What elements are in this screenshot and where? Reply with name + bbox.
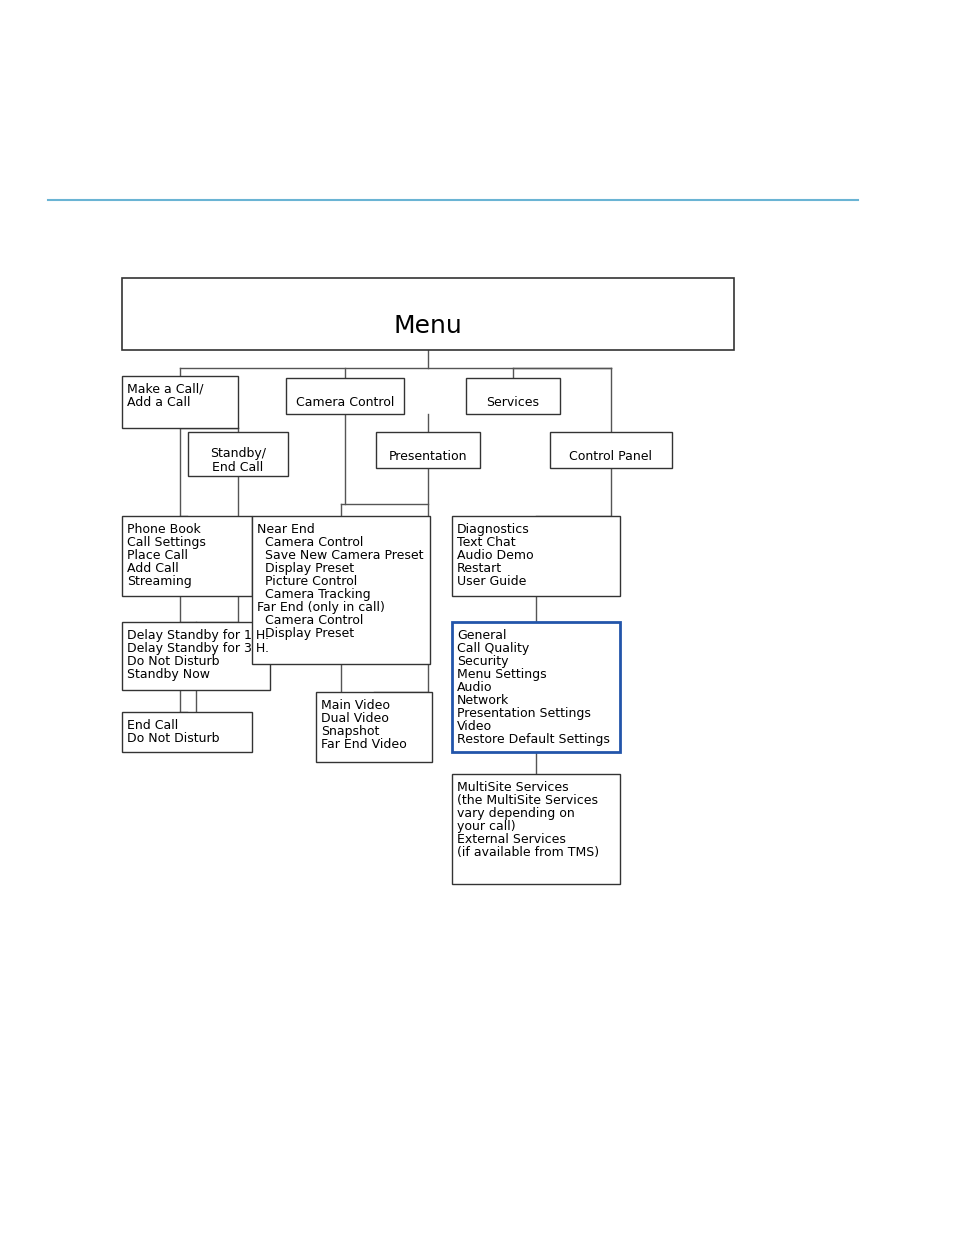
Text: Camera Control: Camera Control xyxy=(295,396,394,409)
Text: Standby/: Standby/ xyxy=(210,447,266,461)
Text: Save New Camera Preset: Save New Camera Preset xyxy=(256,550,423,562)
Text: Menu: Menu xyxy=(394,314,462,338)
Text: Network: Network xyxy=(456,694,509,708)
Text: Text Chat: Text Chat xyxy=(456,536,515,550)
Text: Call Settings: Call Settings xyxy=(127,536,206,550)
Text: Do Not Disturb: Do Not Disturb xyxy=(127,655,219,668)
Text: Standby Now: Standby Now xyxy=(127,668,210,682)
Text: (if available from TMS): (if available from TMS) xyxy=(456,846,598,860)
Text: Services: Services xyxy=(486,396,539,409)
Text: Display Preset: Display Preset xyxy=(256,562,354,576)
Bar xyxy=(188,432,288,475)
Text: External Services: External Services xyxy=(456,834,565,846)
Bar xyxy=(122,278,733,350)
Bar xyxy=(122,375,237,429)
Text: Dual Video: Dual Video xyxy=(320,713,389,725)
Bar xyxy=(122,622,270,690)
Text: Main Video: Main Video xyxy=(320,699,390,713)
Text: Near End: Near End xyxy=(256,522,314,536)
Text: Make a Call/: Make a Call/ xyxy=(127,383,203,396)
Text: Presentation Settings: Presentation Settings xyxy=(456,708,590,720)
Text: Restart: Restart xyxy=(456,562,501,576)
Text: Far End Video: Far End Video xyxy=(320,739,406,751)
Bar xyxy=(452,774,619,884)
Bar xyxy=(252,516,430,664)
Text: Place Call: Place Call xyxy=(127,550,188,562)
Text: Presentation: Presentation xyxy=(388,450,467,463)
Text: Camera Tracking: Camera Tracking xyxy=(256,588,370,601)
Text: Diagnostics: Diagnostics xyxy=(456,522,529,536)
Text: User Guide: User Guide xyxy=(456,576,526,588)
Text: (the MultiSite Services: (the MultiSite Services xyxy=(456,794,598,806)
Text: General: General xyxy=(456,629,506,642)
Text: End Call: End Call xyxy=(127,719,178,732)
Text: Control Panel: Control Panel xyxy=(569,450,652,463)
Text: Far End (only in call): Far End (only in call) xyxy=(256,601,384,614)
Text: Picture Control: Picture Control xyxy=(256,576,356,588)
Bar xyxy=(465,378,559,414)
Bar xyxy=(550,432,671,468)
Text: Camera Control: Camera Control xyxy=(256,536,363,550)
Text: Do Not Disturb: Do Not Disturb xyxy=(127,732,219,745)
Text: Streaming: Streaming xyxy=(127,576,192,588)
Text: Audio: Audio xyxy=(456,682,492,694)
Text: Phone Book: Phone Book xyxy=(127,522,200,536)
Bar xyxy=(286,378,403,414)
Bar xyxy=(122,713,252,752)
Text: Display Preset: Display Preset xyxy=(256,627,354,641)
Text: Delay Standby for 1 H.: Delay Standby for 1 H. xyxy=(127,629,269,642)
Text: Audio Demo: Audio Demo xyxy=(456,550,533,562)
Bar xyxy=(452,516,619,597)
Text: Add a Call: Add a Call xyxy=(127,396,191,409)
Text: Security: Security xyxy=(456,655,508,668)
Text: your call): your call) xyxy=(456,820,515,834)
Text: Video: Video xyxy=(456,720,492,734)
Bar xyxy=(452,622,619,752)
Text: Call Quality: Call Quality xyxy=(456,642,529,655)
Text: End Call: End Call xyxy=(213,461,263,473)
Text: Camera Control: Camera Control xyxy=(256,614,363,627)
Text: Snapshot: Snapshot xyxy=(320,725,379,739)
Text: Delay Standby for 3 H.: Delay Standby for 3 H. xyxy=(127,642,269,655)
Bar xyxy=(315,692,432,762)
Text: Add Call: Add Call xyxy=(127,562,178,576)
Bar xyxy=(375,432,479,468)
Text: MultiSite Services: MultiSite Services xyxy=(456,781,568,794)
Text: Menu Settings: Menu Settings xyxy=(456,668,546,682)
Bar xyxy=(122,516,252,597)
Text: vary depending on: vary depending on xyxy=(456,808,574,820)
Text: Restore Default Settings: Restore Default Settings xyxy=(456,734,609,746)
